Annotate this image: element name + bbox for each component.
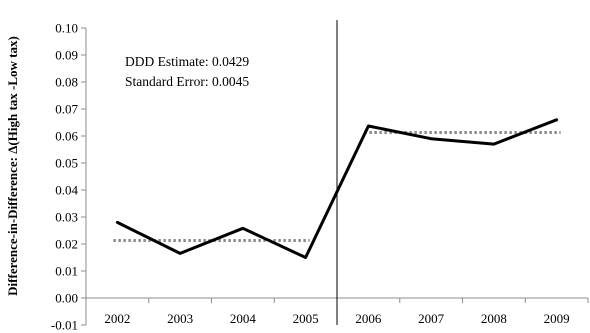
y-tick-label: 0.06 [55, 129, 78, 144]
y-axis-ticks: -0.01 0.00 0.01 0.02 0.03 0.04 0.05 0.06 0.07 0.0… [51, 21, 86, 333]
series-line-0 [115, 118, 559, 259]
x-tick-label: 2006 [355, 311, 382, 326]
x-tick-label: 2008 [481, 311, 507, 326]
y-tick-label: 0.08 [55, 75, 78, 90]
series-group [115, 118, 559, 259]
y-tick-label: 0.04 [55, 183, 78, 198]
y-axis-title: Difference-in-Difference: Δ(High tax -Lo… [5, 36, 20, 296]
x-tick-label: 2002 [104, 311, 130, 326]
y-tick-label: 0.09 [55, 48, 78, 63]
x-axis-ticks: 2002 2003 2004 2005 2006 2007 2008 2009 [85, 298, 589, 326]
y-tick-label: 0.03 [55, 210, 78, 225]
standard-error-annotation: Standard Error: 0.0045 [125, 74, 249, 89]
x-tick-label: 2004 [230, 311, 257, 326]
x-tick-label: 2003 [167, 311, 193, 326]
x-tick-label: 2007 [418, 311, 445, 326]
y-tick-label: -0.01 [51, 318, 78, 333]
x-tick-label: 2005 [293, 311, 319, 326]
y-tick-label: 0.05 [55, 156, 78, 171]
x-tick-label: 2009 [544, 311, 570, 326]
y-tick-label: 0.01 [55, 264, 78, 279]
y-tick-label: 0.00 [55, 291, 78, 306]
ddd-estimate-annotation: DDD Estimate: 0.0429 [125, 54, 249, 69]
y-tick-label: 0.10 [55, 21, 78, 36]
y-tick-label: 0.07 [55, 102, 78, 117]
y-tick-label: 0.02 [55, 237, 78, 252]
